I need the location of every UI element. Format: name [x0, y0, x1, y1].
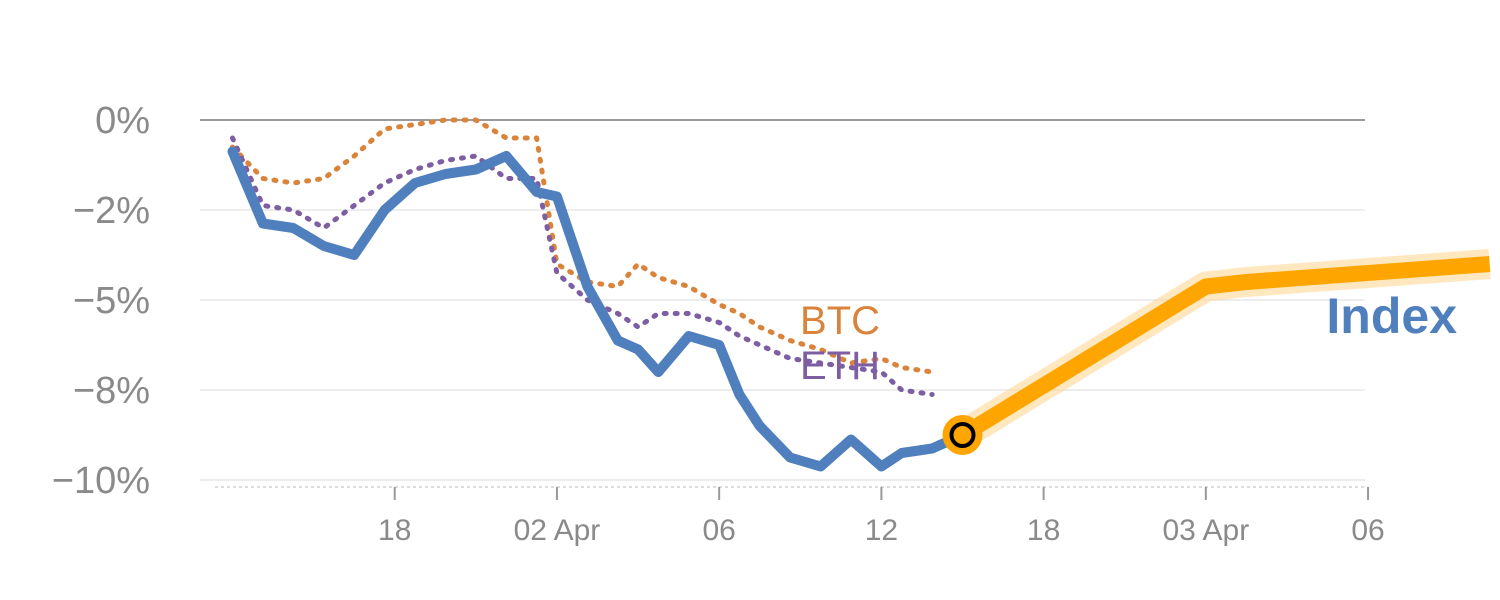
eth-series-label: ETH	[800, 344, 880, 388]
x-tick-label: 06	[702, 514, 735, 547]
x-tick-label: 18	[378, 514, 411, 547]
btc-series-label: BTC	[800, 299, 880, 343]
x-tick-label: 12	[865, 514, 898, 547]
y-tick-label: −8%	[73, 370, 150, 412]
y-tick-label: −2%	[73, 190, 150, 232]
y-tick-label: −5%	[73, 280, 150, 322]
x-tick-label: 02 Apr	[514, 514, 601, 547]
series-layer	[227, 117, 1491, 472]
y-axis-ticks: 0% −2% −5% −8% −10%	[52, 100, 150, 502]
series-labels: BTC ETH Index	[800, 288, 1457, 388]
x-tick-label: 18	[1027, 514, 1060, 547]
index-line	[227, 146, 968, 472]
x-tick-label: 06	[1351, 514, 1384, 547]
y-tick-label: 0%	[95, 100, 150, 142]
current-point-halo	[942, 415, 983, 455]
x-axis-ticks: 18 02 Apr 06 12 18 03 Apr 06 12	[378, 487, 1385, 547]
current-point-marker	[949, 422, 976, 448]
gridlines	[200, 119, 1365, 488]
x-tick-label: 03 Apr	[1162, 514, 1249, 547]
index-projection-line	[958, 256, 1491, 442]
btc-line	[230, 117, 935, 375]
y-tick-label: −10%	[52, 460, 150, 502]
index-series-label: Index	[1326, 288, 1457, 344]
